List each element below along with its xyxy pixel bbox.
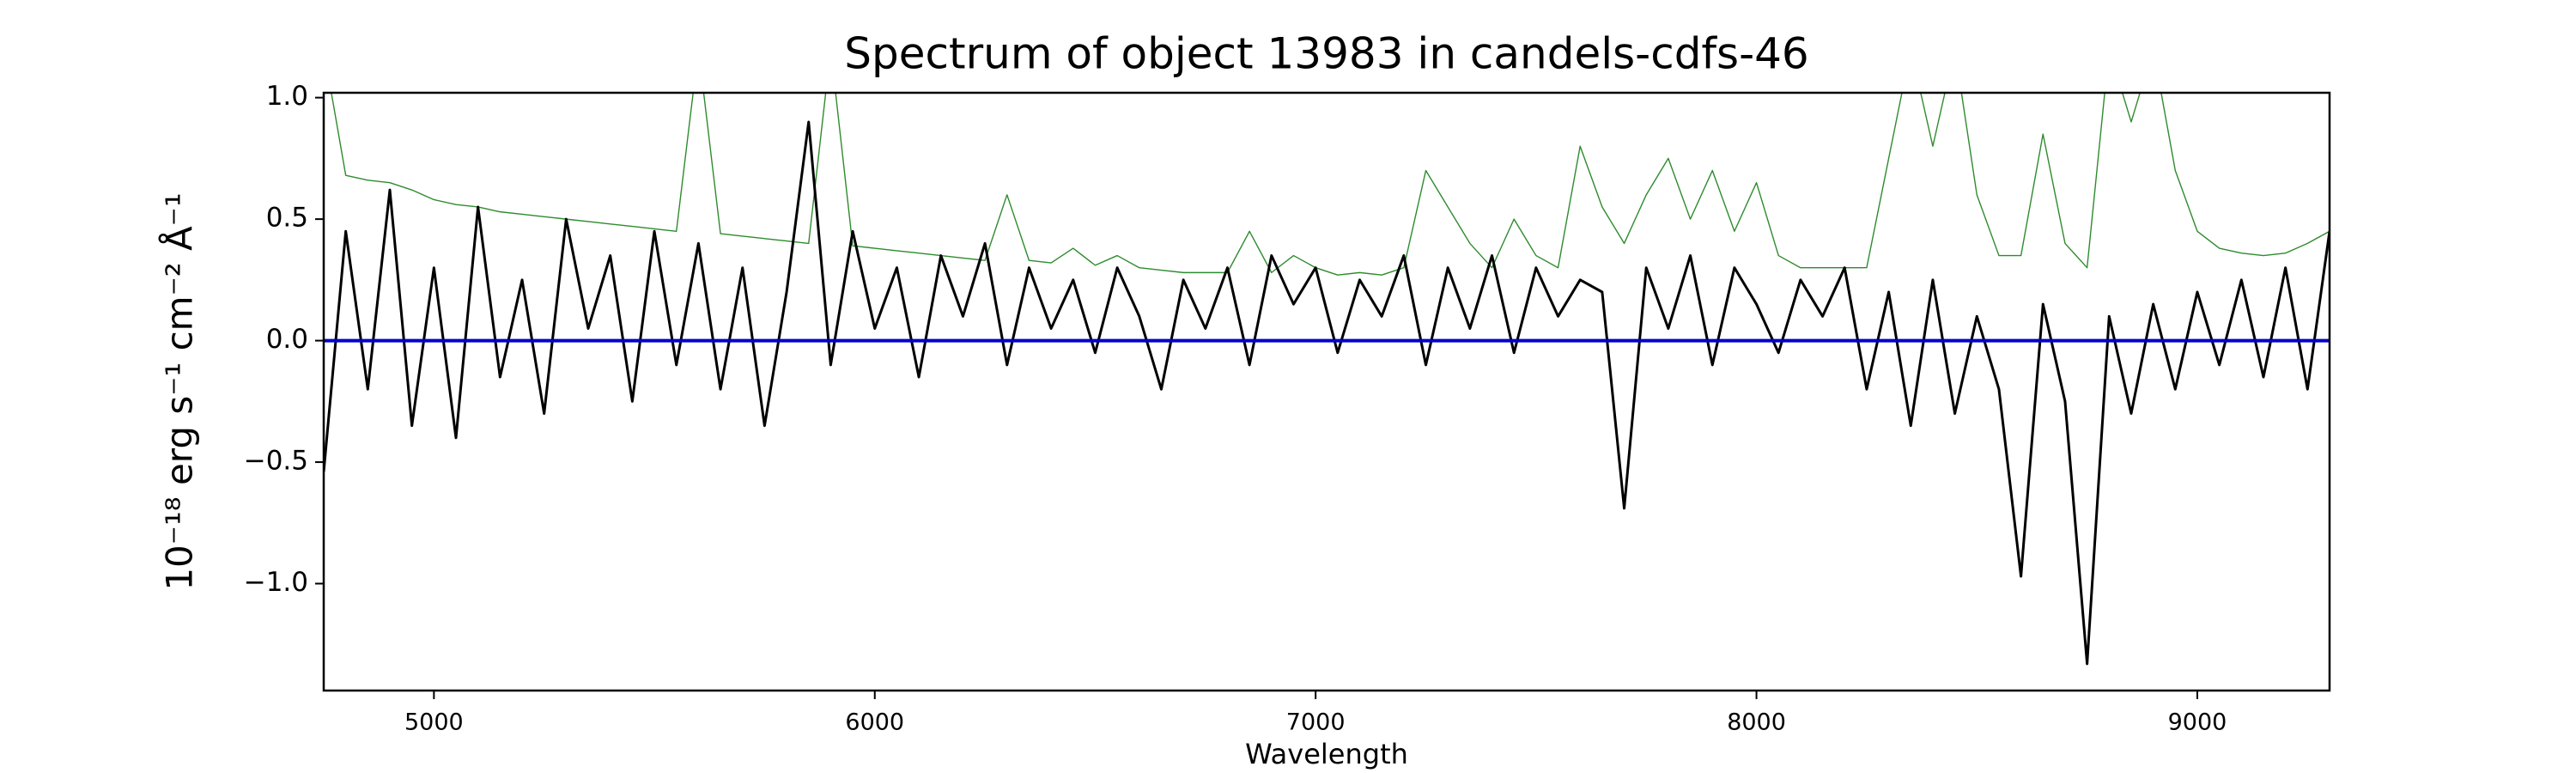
axes-frame: [322, 91, 2331, 692]
x-tick-label: 5000: [404, 709, 464, 736]
x-tick-label: 9000: [2168, 709, 2227, 736]
spectrum-line: [331, 93, 2330, 276]
y-axis-label: 10⁻¹⁸ erg s⁻¹ cm⁻² Å⁻¹: [158, 192, 201, 590]
x-tick-label: 7000: [1286, 709, 1346, 736]
y-tick-label: 0.0: [266, 324, 308, 355]
x-tick-label: 6000: [845, 709, 904, 736]
y-tick-label: −1.0: [244, 567, 308, 598]
spectrum-line: [324, 120, 2330, 666]
x-tick-label: 8000: [1727, 709, 1786, 736]
y-tick-label: 1.0: [266, 81, 308, 112]
y-tick-label: 0.5: [266, 203, 308, 234]
y-tick-label: −0.5: [244, 446, 308, 477]
plot-area: [324, 93, 2330, 666]
chart-title: Spectrum of object 13983 in candels-cdfs…: [844, 29, 1809, 79]
x-axis-label: Wavelength: [1245, 738, 1408, 770]
